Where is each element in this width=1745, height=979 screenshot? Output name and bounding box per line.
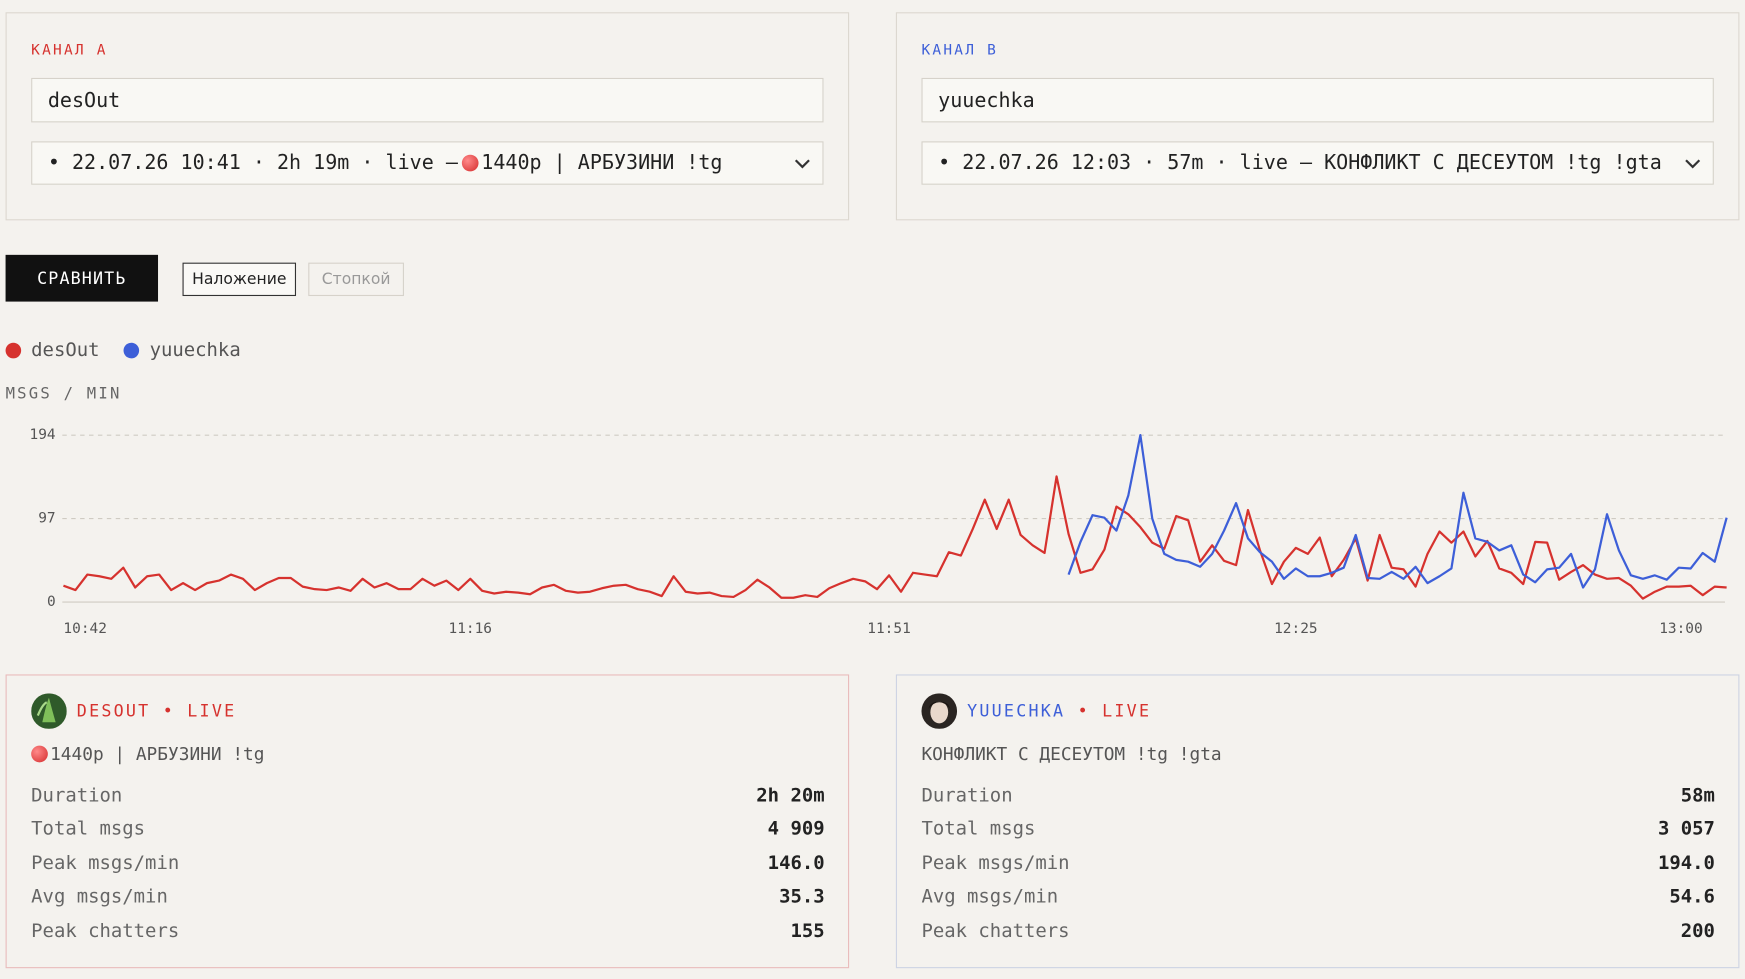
legend-swatch xyxy=(5,342,22,359)
stats-b-panel: YUUECHKA • LIVE КОНФЛИКТ С ДЕСЕУТОМ !tg … xyxy=(895,674,1740,969)
stat-value: 35.3 xyxy=(779,886,825,909)
stat-value: 200 xyxy=(1680,919,1715,943)
series-line xyxy=(63,475,1727,600)
avatar xyxy=(921,693,958,729)
x-tick-label: 11:16 xyxy=(449,621,493,637)
series-line xyxy=(1067,434,1728,589)
channel-a-panel: КАНАЛ A desOut • 22.07.26 10:41 · 2h 19m… xyxy=(5,12,850,221)
stat-label: Peak chatters xyxy=(31,919,180,943)
stream-title: КОНФЛИКТ С ДЕСЕУТОМ !tg !gta xyxy=(921,743,1222,765)
stream-meta: • 22.07.26 12:03 · 57m · live — xyxy=(938,151,1313,175)
compare-button[interactable]: СРАВНИТЬ xyxy=(5,254,159,302)
stat-value: 146.0 xyxy=(767,852,825,875)
channel-label: КАНАЛ A xyxy=(31,42,108,59)
emoji xyxy=(31,745,48,763)
stat-value: 54.6 xyxy=(1669,886,1715,909)
chevron xyxy=(794,159,810,169)
legend-item: desOut xyxy=(5,339,100,362)
x-tick-label: 13:00 xyxy=(1659,621,1703,637)
chart: 0 97 194 10:42 11:16 11:51 12:25 13:00 xyxy=(30,427,1728,637)
stats-a-panel: DESOUT • LIVE 1440p | АРБУЗИНИ !tg Durat… xyxy=(5,674,850,969)
overlay-toggle[interactable]: Наложение xyxy=(182,262,297,297)
stat-label: Avg msgs/min xyxy=(31,886,168,909)
stat-value: 2h 20m xyxy=(756,784,825,807)
stat-label: Peak chatters xyxy=(921,919,1070,943)
legend-label: desOut xyxy=(31,339,100,362)
x-tick-label: 12:25 xyxy=(1274,621,1318,637)
stat-label: Peak msgs/min xyxy=(921,852,1070,875)
channel-b-panel: КАНАЛ B yuuechka • 22.07.26 12:03 · 57m … xyxy=(895,12,1740,221)
x-tick-label: 11:51 xyxy=(867,621,911,637)
stream-select[interactable]: • 22.07.26 12:03 · 57m · live — КОНФЛИКТ… xyxy=(921,141,1714,185)
y-tick-label: 97 xyxy=(38,511,55,527)
stats-header: DESOUT • LIVE xyxy=(77,701,237,721)
channel-name: YUUECHKA xyxy=(967,701,1066,722)
stream-title: 1440p | АРБУЗИНИ !tg xyxy=(481,151,723,175)
stat-value: 4 909 xyxy=(767,818,825,841)
stream-title: КОНФЛИКТ С ДЕСЕУТОМ !tg !gta xyxy=(1324,151,1662,175)
stat-label: Avg msgs/min xyxy=(921,886,1059,909)
x-tick-label: 10:42 xyxy=(63,621,107,637)
live-status: • LIVE xyxy=(1077,701,1152,722)
y-axis-label: MSGS / MIN xyxy=(5,385,122,403)
stat-label: Duration xyxy=(31,784,123,807)
channel-input[interactable]: yuuechka xyxy=(921,77,1714,123)
stat-label: Duration xyxy=(921,784,1013,807)
stat-value: 194.0 xyxy=(1657,852,1715,875)
channel-input[interactable]: desOut xyxy=(31,77,824,123)
legend-swatch xyxy=(123,342,140,359)
stat-label: Peak msgs/min xyxy=(31,852,180,875)
stat-value: 155 xyxy=(790,919,825,943)
stream-meta: • 22.07.26 10:41 · 2h 19m · live — xyxy=(47,151,458,175)
stat-label: Total msgs xyxy=(921,818,1036,841)
stats-header: YUUECHKA • LIVE xyxy=(967,701,1151,721)
legend-label: yuuechka xyxy=(149,339,241,362)
stacked-toggle[interactable]: Стопкой xyxy=(308,262,404,297)
chevron xyxy=(1685,159,1701,169)
legend: desOut yuuechka xyxy=(5,338,266,362)
stream-select[interactable]: • 22.07.26 10:41 · 2h 19m · live — 1440p … xyxy=(31,141,824,185)
emoji xyxy=(462,154,480,172)
legend-item: yuuechka xyxy=(123,339,241,362)
stat-label: Total msgs xyxy=(31,818,146,841)
stream-title: 1440p | АРБУЗИНИ !tg xyxy=(50,743,265,765)
stat-value: 3 057 xyxy=(1657,818,1715,841)
channel-label: КАНАЛ B xyxy=(921,42,999,59)
stream-title-row: 1440p | АРБУЗИНИ !tg xyxy=(31,743,265,765)
avatar xyxy=(31,693,67,729)
stat-value: 58m xyxy=(1680,784,1715,807)
live-status: • LIVE xyxy=(162,701,237,722)
y-tick-label: 194 xyxy=(30,427,56,443)
channel-name: DESOUT xyxy=(76,701,151,722)
y-tick-label: 0 xyxy=(47,594,56,610)
